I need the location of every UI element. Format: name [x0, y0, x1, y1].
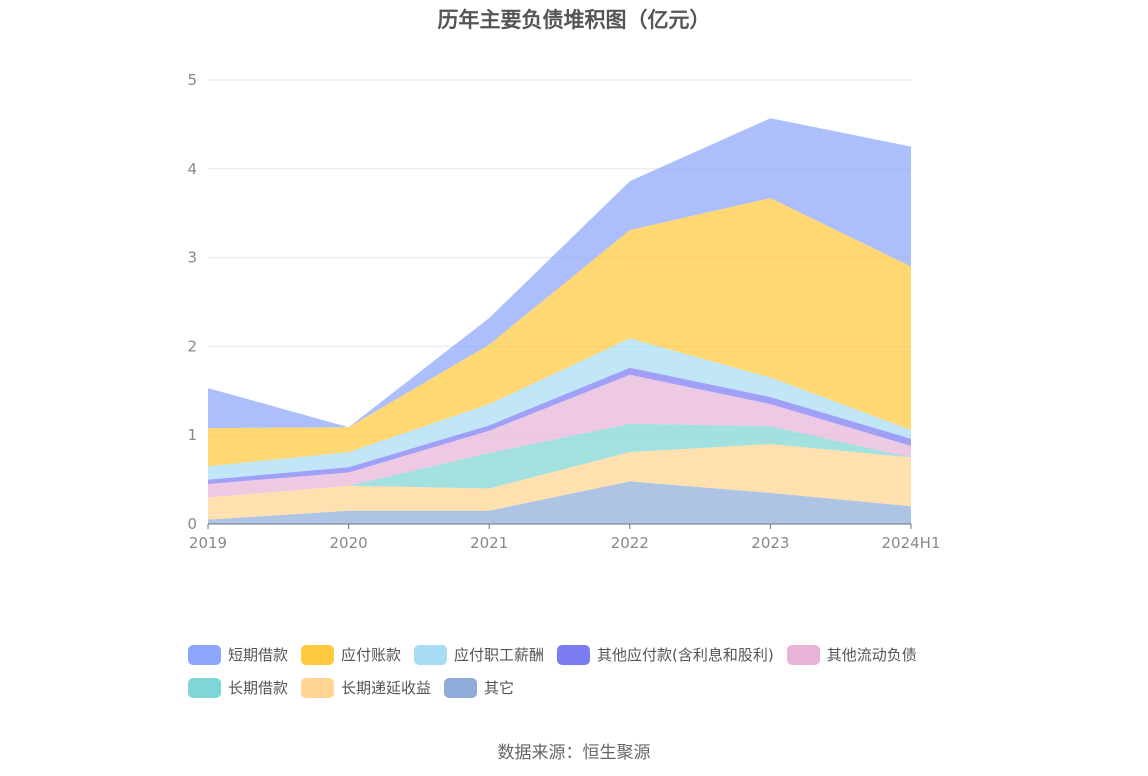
- legend-label: 其他流动负债: [826, 646, 917, 664]
- legend-swatch: [786, 644, 820, 665]
- y-tick-label: 1: [187, 426, 197, 444]
- legend-item[interactable]: 其他流动负债: [786, 644, 917, 665]
- y-tick-label: 0: [187, 515, 197, 533]
- legend-swatch: [414, 644, 448, 665]
- legend-label: 长期递延收益: [341, 679, 432, 697]
- legend-item[interactable]: 应付账款: [301, 644, 401, 665]
- legend-item[interactable]: 长期借款: [188, 677, 288, 698]
- axes: 0 1 2 3 4 5 2019 2020 2021 2022 2023 2024H1: [187, 71, 940, 552]
- area-series: [208, 118, 911, 524]
- area-series-1: [208, 444, 911, 520]
- source-note: 数据来源：恒生聚源: [497, 743, 651, 763]
- legend-label: 其他应付款(含利息和股利): [597, 646, 774, 664]
- legend-label: 长期借款: [228, 679, 289, 697]
- area-series-2: [208, 423, 911, 498]
- legend-label: 短期借款: [228, 646, 289, 664]
- legend-swatch: [301, 677, 335, 698]
- legend-item[interactable]: 长期递延收益: [301, 677, 431, 698]
- x-tick-label: 2024H1: [882, 534, 941, 552]
- legend-label: 其它: [484, 679, 515, 697]
- y-tick-label: 2: [187, 337, 197, 355]
- y-tick-label: 5: [187, 71, 197, 89]
- legend-swatch: [188, 644, 221, 665]
- area-series-7: [208, 118, 911, 429]
- x-tick-label: 2020: [330, 534, 368, 552]
- legend-item[interactable]: 应付职工薪酬: [414, 644, 544, 665]
- legend-swatch: [188, 677, 221, 698]
- legend-item[interactable]: 短期借款: [188, 644, 288, 665]
- legend-item[interactable]: 其他应付款(含利息和股利): [557, 644, 774, 665]
- chart-title: 历年主要负债堆积图（亿元）: [437, 8, 711, 32]
- legend-row: 长期借款 长期递延收益 其它: [188, 671, 988, 704]
- area-series-6: [208, 198, 911, 467]
- legend-label: 应付职工薪酬: [454, 646, 545, 664]
- legend-row: 短期借款 应付账款 应付职工薪酬 其他应付款(含利息和股利) 其他流动负债: [188, 638, 988, 671]
- area-series-5: [208, 338, 911, 480]
- y-tick-label: 3: [187, 249, 197, 267]
- legend: 短期借款 应付账款 应付职工薪酬 其他应付款(含利息和股利) 其他流动负债长期借款 长期递…: [188, 638, 988, 704]
- legend-swatch: [301, 644, 335, 665]
- x-tick-label: 2019: [189, 534, 227, 552]
- x-tick-label: 2023: [751, 534, 789, 552]
- area-series-3: [208, 374, 911, 498]
- legend-swatch: [444, 677, 478, 698]
- legend-label: 应付账款: [341, 646, 402, 664]
- y-tick-label: 4: [187, 160, 197, 178]
- legend-swatch: [557, 644, 591, 665]
- area-series-0: [208, 481, 911, 524]
- x-tick-label: 2022: [611, 534, 649, 552]
- legend-item[interactable]: 其它: [444, 677, 514, 698]
- x-tick-label: 2021: [470, 534, 508, 552]
